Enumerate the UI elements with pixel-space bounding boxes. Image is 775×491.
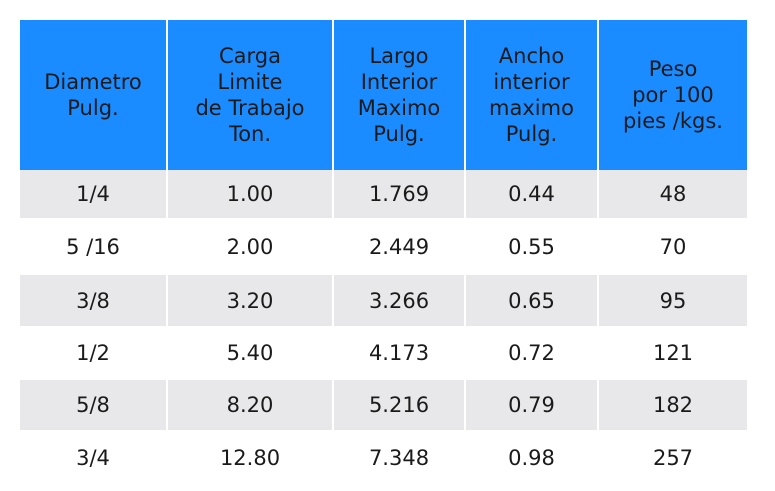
cell-text: 12.80 bbox=[219, 445, 281, 470]
header-text: Limite bbox=[217, 70, 283, 94]
cell-text: 0.65 bbox=[508, 288, 555, 313]
cell-text: 2.449 bbox=[368, 234, 430, 259]
table-body: 1/4 1.00 1.769 0.44 48 5 /16 2.00 2.449 0.55 70 3/… bbox=[20, 170, 747, 485]
table-row: 1/2 5.40 4.173 0.72 121 bbox=[20, 326, 747, 380]
header-text: Maximo bbox=[357, 96, 441, 120]
table-row: 5 /16 2.00 2.449 0.55 70 bbox=[20, 218, 747, 275]
cell-text: 95 bbox=[659, 288, 687, 313]
cell-text: 3.266 bbox=[368, 288, 430, 313]
table-cell: 4.173 bbox=[332, 326, 465, 380]
specs-table: Diametro Pulg. Carga Limite de Trabajo Ton. La… bbox=[20, 20, 747, 485]
table-cell: 5.216 bbox=[332, 380, 465, 430]
table-row: 5/8 8.20 5.216 0.79 182 bbox=[20, 380, 747, 430]
header-cell: Diametro Pulg. bbox=[20, 20, 167, 170]
table-row: 1/4 1.00 1.769 0.44 48 bbox=[20, 170, 747, 218]
table-container: Diametro Pulg. Carga Limite de Trabajo Ton. La… bbox=[20, 20, 747, 485]
cell-text: 5.40 bbox=[226, 341, 274, 365]
header-row: Diametro Pulg. Carga Limite de Trabajo Ton. La… bbox=[20, 20, 747, 170]
cell-text: 1/2 bbox=[76, 341, 110, 365]
table-cell: 0.44 bbox=[464, 170, 598, 218]
table-header: Diametro Pulg. Carga Limite de Trabajo Ton. La… bbox=[20, 20, 747, 170]
table-cell: 0.79 bbox=[464, 380, 598, 430]
header-text: maximo bbox=[489, 96, 574, 120]
table-row: 3/8 3.20 3.266 0.65 95 bbox=[20, 275, 747, 326]
cell-text: 121 bbox=[652, 341, 694, 365]
header-text: Peso bbox=[648, 57, 698, 81]
cell-text: 0.44 bbox=[508, 182, 555, 206]
cell-text: 4.173 bbox=[368, 341, 430, 365]
table-cell: 3.266 bbox=[332, 275, 465, 326]
header-text: por 100 bbox=[632, 83, 714, 107]
cell-text: 257 bbox=[652, 445, 694, 470]
cell-text: 1/4 bbox=[76, 182, 110, 206]
table-cell: 0.98 bbox=[464, 430, 598, 485]
cell-text: 2.00 bbox=[226, 234, 274, 259]
header-text: interior bbox=[493, 70, 570, 94]
table-cell: 2.00 bbox=[166, 218, 333, 275]
table-cell: 5/8 bbox=[20, 380, 167, 430]
cell-text: 48 bbox=[659, 182, 687, 206]
table-cell: 0.72 bbox=[464, 326, 598, 380]
table-cell: 1/4 bbox=[20, 170, 167, 218]
cell-text: 8.20 bbox=[226, 393, 274, 417]
cell-text: 3/8 bbox=[76, 288, 110, 313]
header-text: de Trabajo bbox=[195, 96, 305, 120]
table-cell: 3.20 bbox=[166, 275, 333, 326]
cell-text: 1.00 bbox=[226, 182, 274, 206]
cell-text: 182 bbox=[652, 393, 694, 417]
table-cell: 0.55 bbox=[464, 218, 598, 275]
table-cell: 7.348 bbox=[332, 430, 465, 485]
table-cell: 95 bbox=[597, 275, 747, 326]
cell-text: 0.72 bbox=[508, 341, 555, 365]
header-text: Pulg. bbox=[505, 122, 558, 146]
header-text: Pulg. bbox=[373, 122, 425, 146]
cell-text: 3/4 bbox=[76, 445, 110, 470]
table-cell: 1.769 bbox=[332, 170, 465, 218]
cell-text: 7.348 bbox=[368, 445, 430, 470]
cell-text: 5/8 bbox=[76, 393, 110, 417]
table-cell: 5.40 bbox=[166, 326, 333, 380]
header-cell: Ancho interior maximo Pulg. bbox=[464, 20, 598, 170]
header-text: Diametro bbox=[44, 70, 142, 94]
cell-text: 1.769 bbox=[368, 182, 430, 206]
header-text: Largo bbox=[369, 44, 429, 68]
table-cell: 2.449 bbox=[332, 218, 465, 275]
header-text: Ton. bbox=[228, 122, 272, 146]
table-cell: 3/4 bbox=[20, 430, 167, 485]
header-text: Ancho bbox=[498, 44, 565, 68]
table-cell: 1.00 bbox=[166, 170, 333, 218]
cell-text: 0.55 bbox=[508, 234, 555, 259]
cell-text: 0.79 bbox=[508, 393, 555, 417]
table-cell: 8.20 bbox=[166, 380, 333, 430]
header-text: Interior bbox=[360, 70, 438, 94]
header-text: Carga bbox=[219, 44, 281, 68]
header-text: Pulg. bbox=[67, 96, 119, 120]
table-cell: 12.80 bbox=[166, 430, 333, 485]
table-cell: 1/2 bbox=[20, 326, 167, 380]
table-row: 3/4 12.80 7.348 0.98 257 bbox=[20, 430, 747, 485]
table-cell: 3/8 bbox=[20, 275, 167, 326]
table-cell: 182 bbox=[597, 380, 747, 430]
header-text: pies /kgs. bbox=[623, 109, 723, 133]
cell-text: 0.98 bbox=[508, 445, 555, 470]
table-cell: 0.65 bbox=[464, 275, 598, 326]
cell-text: 5.216 bbox=[368, 393, 430, 417]
table-cell: 121 bbox=[597, 326, 747, 380]
table-cell: 70 bbox=[597, 218, 747, 275]
cell-text: 70 bbox=[659, 234, 687, 259]
header-cell: Peso por 100 pies /kgs. bbox=[597, 20, 747, 170]
table-cell: 48 bbox=[597, 170, 747, 218]
header-cell: Largo Interior Maximo Pulg. bbox=[332, 20, 465, 170]
header-cell: Carga Limite de Trabajo Ton. bbox=[166, 20, 333, 170]
cell-text: 3.20 bbox=[226, 288, 274, 313]
table-cell: 257 bbox=[597, 430, 747, 485]
table-cell: 5 /16 bbox=[20, 218, 167, 275]
cell-text: 5 /16 bbox=[66, 234, 120, 259]
